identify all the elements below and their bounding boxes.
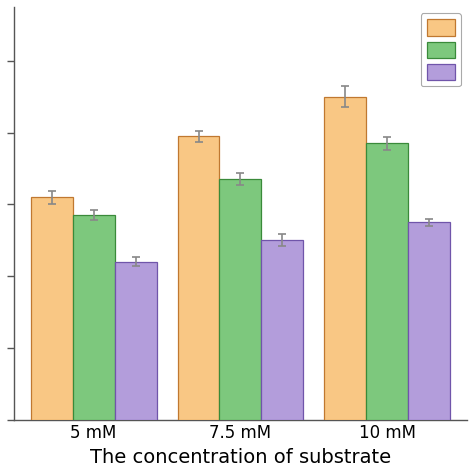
Bar bbox=[73, 215, 115, 419]
Bar bbox=[178, 136, 219, 419]
Bar bbox=[219, 179, 262, 419]
Bar bbox=[115, 262, 156, 419]
Legend: , , : , , bbox=[421, 13, 461, 86]
X-axis label: The concentration of substrate: The concentration of substrate bbox=[90, 448, 391, 467]
Bar bbox=[262, 240, 303, 419]
Bar bbox=[366, 143, 408, 419]
Bar bbox=[324, 97, 366, 419]
Bar bbox=[31, 197, 73, 419]
Bar bbox=[408, 222, 450, 419]
